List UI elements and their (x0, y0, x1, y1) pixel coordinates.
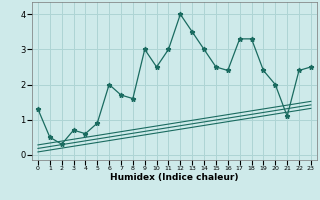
X-axis label: Humidex (Indice chaleur): Humidex (Indice chaleur) (110, 173, 239, 182)
